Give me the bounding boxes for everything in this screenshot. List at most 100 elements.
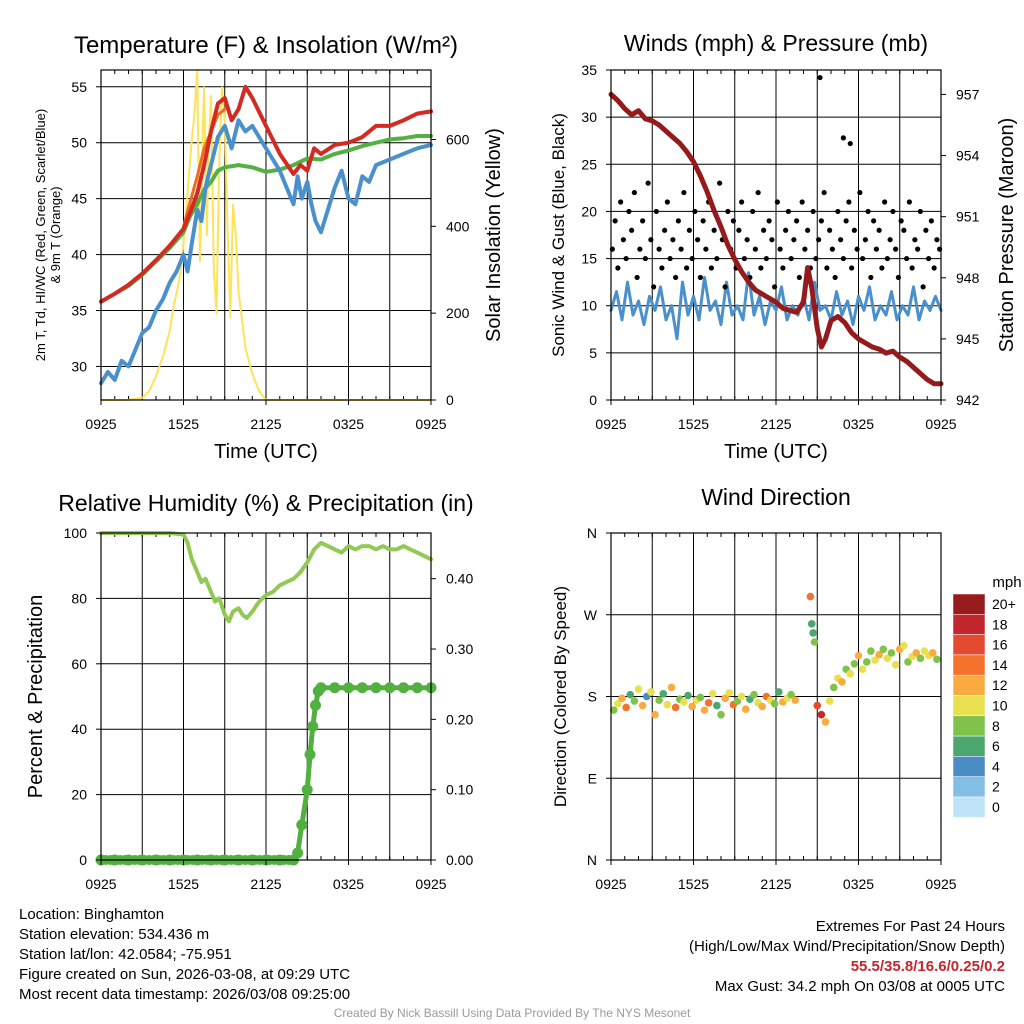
gust-point	[623, 255, 629, 262]
direction-point	[667, 683, 676, 692]
colorbar-label: 0	[992, 799, 1000, 815]
x-tick-label: 0925	[415, 416, 446, 432]
x-tick-label: 0925	[415, 876, 446, 892]
direction-point	[933, 655, 941, 664]
gust-point	[868, 274, 874, 281]
precip-point	[307, 720, 319, 732]
chart-title: Temperature (F) & Insolation (W/m²)	[74, 32, 458, 59]
direction-point	[659, 689, 668, 698]
y2-tick-label: 0	[446, 392, 454, 408]
direction-point	[825, 697, 834, 705]
precip-point	[315, 682, 327, 694]
direction-point	[912, 649, 921, 657]
gust-point	[840, 135, 846, 141]
direction-point	[741, 705, 750, 714]
y2-tick-label: 200	[446, 305, 470, 321]
series-2m-temperature	[99, 84, 433, 304]
gust-point	[783, 227, 789, 233]
gust-point	[722, 284, 728, 290]
direction-point	[626, 690, 635, 699]
gust-point	[838, 237, 844, 243]
y-tick-label: 0	[589, 392, 597, 408]
gust-point	[846, 199, 852, 205]
colorbar-cell	[952, 593, 986, 615]
gust-point	[835, 208, 841, 215]
y-tick-label: N	[587, 852, 597, 868]
colorbar-cell	[952, 735, 986, 757]
gust-point	[813, 255, 819, 262]
direction-point	[622, 703, 630, 712]
x-tick-label: 2125	[760, 416, 791, 432]
y2-tick-label: 600	[446, 131, 470, 147]
direction-point	[680, 698, 688, 706]
gust-point	[648, 237, 654, 243]
direction-point	[704, 699, 713, 707]
direction-point	[810, 638, 819, 646]
direction-point	[770, 699, 779, 708]
precip-point	[343, 682, 354, 694]
y2-tick-label: 957	[956, 86, 980, 102]
panel-temperature: 30 35 40 45 50 55 0 200 400 600 0925 1525 2125 0325 09…	[33, 32, 505, 463]
direction-point	[737, 692, 746, 701]
x-tick-label: 0325	[843, 876, 874, 892]
direction-point	[846, 669, 855, 678]
gust-point	[651, 284, 657, 290]
colorbar-cell	[952, 634, 986, 656]
series-9m-temperature	[99, 118, 433, 386]
direction-point	[630, 697, 639, 705]
colorbar-cell	[952, 654, 986, 676]
direction-point	[713, 701, 721, 710]
colorbar-label: 20+	[992, 596, 1016, 612]
gust-point	[626, 208, 632, 215]
gust-point	[854, 246, 860, 252]
x-tick-label: 0925	[85, 416, 116, 432]
gust-point	[791, 237, 797, 243]
y2-tick-label: 954	[956, 148, 980, 164]
gust-point	[708, 265, 714, 271]
precip-point	[310, 699, 321, 711]
gust-point	[758, 265, 764, 271]
y-tick-label: 10	[581, 298, 597, 314]
gust-point	[697, 274, 703, 281]
gust-point	[637, 246, 643, 252]
recent-timestamp: Most recent data timestamp: 2026/03/08 0…	[19, 986, 351, 1003]
colorbar-cell	[952, 614, 986, 635]
y2-tick-label: 948	[956, 270, 980, 286]
colorbar-cell	[952, 776, 986, 798]
precip-point	[370, 682, 382, 694]
precip-point	[384, 682, 396, 694]
x-tick-label: 2125	[250, 876, 281, 892]
direction-point	[813, 701, 822, 710]
x-tick-label: 1525	[678, 876, 709, 892]
gust-point	[640, 218, 646, 224]
direction-point	[774, 688, 783, 696]
chart-title: Relative Humidity (%) & Precipitation (i…	[58, 490, 473, 516]
gust-point	[915, 246, 921, 252]
gust-point	[681, 189, 687, 196]
gust-point	[810, 208, 816, 215]
direction-point	[904, 658, 912, 666]
y-tick-label: 60	[71, 656, 87, 672]
gust-point	[763, 255, 769, 262]
colorbar-cell	[952, 796, 986, 818]
direction-point	[867, 647, 875, 655]
direction-point	[862, 658, 871, 666]
gust-point	[631, 189, 637, 196]
x-tick-label: 0925	[925, 876, 956, 892]
gust-point	[890, 208, 896, 215]
y2-tick-label: 0.10	[446, 782, 473, 798]
gust-point	[714, 255, 720, 262]
series-station-pressure	[608, 91, 944, 387]
direction-point	[900, 641, 908, 650]
y-axis-label: Sonic Wind & Gust (Blue, Black)	[549, 113, 568, 357]
direction-point	[821, 718, 830, 726]
direction-point	[806, 592, 815, 601]
gust-point	[695, 237, 701, 243]
y-tick-label: 15	[581, 251, 597, 267]
gust-point	[928, 218, 934, 224]
y2-tick-label: 0.40	[446, 571, 473, 587]
direction-point	[700, 706, 709, 714]
y-tick-label: S	[588, 689, 597, 705]
y-tick-label: 30	[71, 358, 87, 374]
